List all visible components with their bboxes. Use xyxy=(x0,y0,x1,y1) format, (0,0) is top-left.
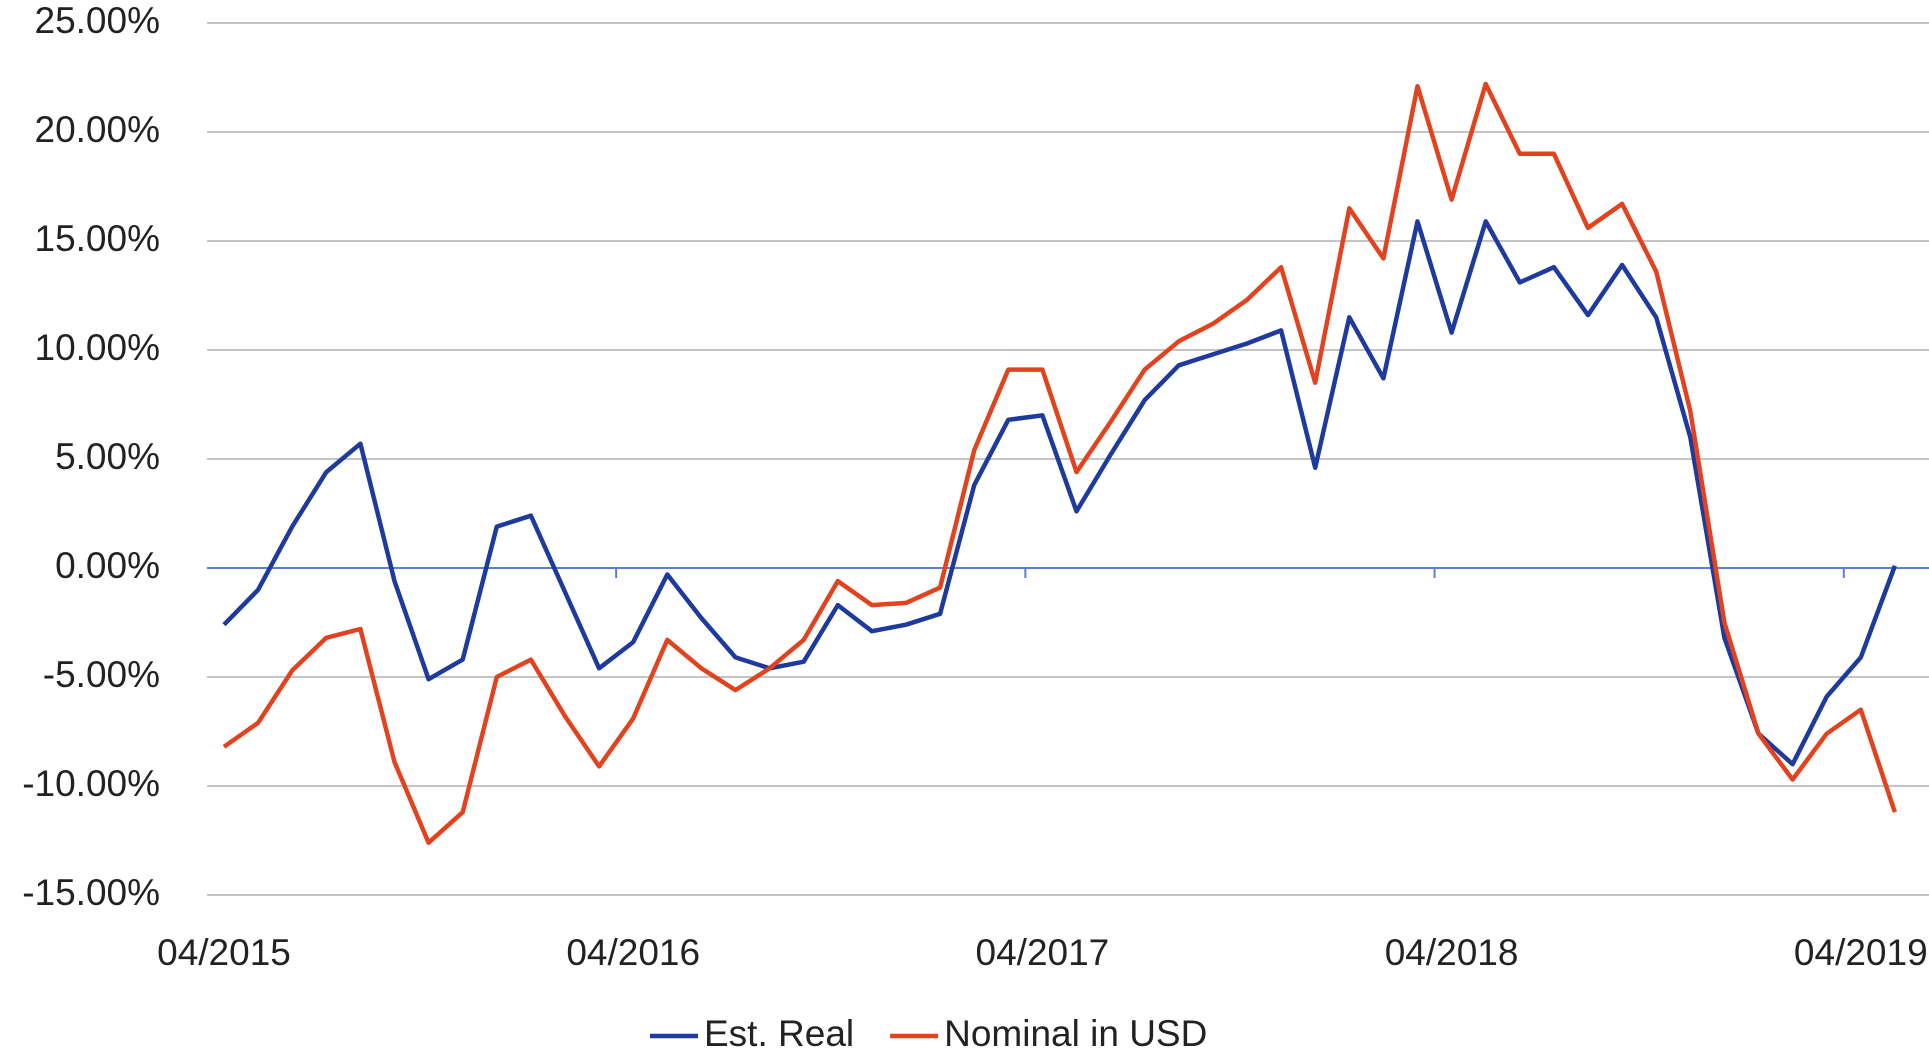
x-tick-label: 04/2016 xyxy=(566,932,700,973)
legend-label: Est. Real xyxy=(704,1013,854,1054)
y-tick-label: 25.00% xyxy=(35,0,161,41)
y-tick-label: 20.00% xyxy=(35,109,161,150)
x-tick-label: 04/2018 xyxy=(1385,932,1519,973)
line-series xyxy=(222,219,1898,767)
y-tick-label: 10.00% xyxy=(35,327,161,368)
x-tick-label: 04/2017 xyxy=(976,932,1110,973)
line-series xyxy=(222,81,1898,845)
y-tick-label: -5.00% xyxy=(43,654,160,695)
y-tick-label: 0.00% xyxy=(55,545,160,586)
x-tick-label: 04/2019 xyxy=(1794,932,1928,973)
x-tick-label: 04/2015 xyxy=(157,932,291,973)
y-tick-label: 15.00% xyxy=(35,218,161,259)
y-tick-label: 5.00% xyxy=(55,436,160,477)
y-tick-label: -10.00% xyxy=(22,763,160,804)
legend-label: Nominal in USD xyxy=(944,1013,1207,1054)
y-tick-label: -15.00% xyxy=(22,872,160,913)
